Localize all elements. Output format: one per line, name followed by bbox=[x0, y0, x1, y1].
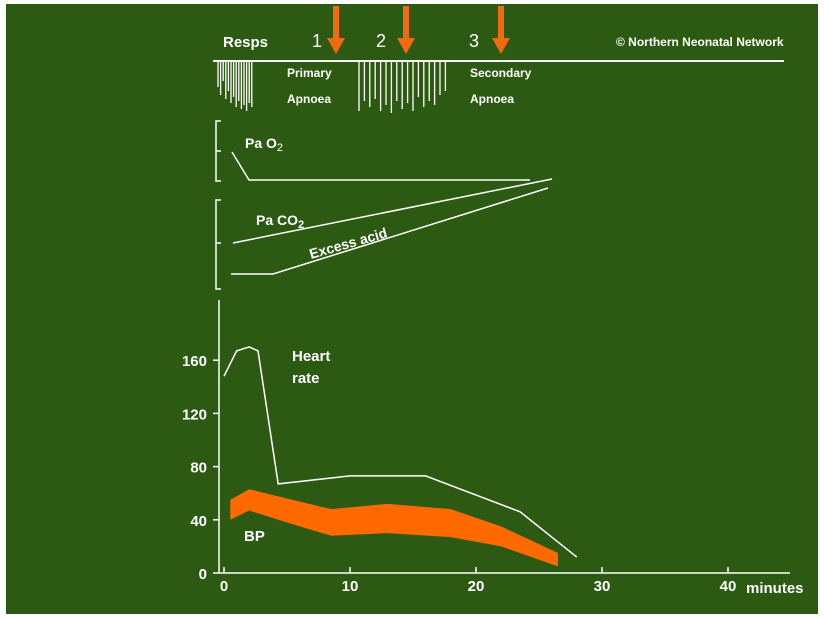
primary-breath-spikes bbox=[217, 61, 253, 111]
bp-label: BP bbox=[244, 528, 265, 545]
arrow-3-shape bbox=[492, 6, 510, 54]
paco2-bracket bbox=[215, 199, 221, 290]
arrow-1-label: 1 bbox=[312, 31, 322, 51]
resps-label: Resps bbox=[223, 34, 268, 51]
arrow-3-label: 3 bbox=[469, 31, 479, 51]
x-tick-label: 40 bbox=[720, 578, 737, 595]
excess-acid-line bbox=[231, 187, 549, 275]
arrow-3: 3 bbox=[469, 6, 510, 54]
heart-rate-label-line2: rate bbox=[292, 370, 320, 387]
pao2-label-main: Pa O bbox=[245, 135, 277, 151]
paco2-label-main: Pa CO bbox=[256, 212, 298, 228]
x-tick-label: 30 bbox=[594, 578, 611, 595]
arrow-2-label: 2 bbox=[376, 31, 386, 51]
x-axis-label: minutes bbox=[746, 580, 804, 597]
main-chart: 0 40 80 120 160 0 10 20 30 40 minutes Heart rate… bbox=[182, 300, 804, 597]
x-tick-label: 20 bbox=[468, 578, 485, 595]
y-tick-label: 0 bbox=[199, 566, 207, 583]
resps-section: Resps Primary Apnoea Secondary Apnoea 1 … bbox=[213, 6, 784, 113]
arrow-2: 2 bbox=[376, 6, 415, 54]
secondary-apnoea-line1: Secondary bbox=[470, 66, 532, 80]
pao2-label: Pa O2 bbox=[245, 135, 283, 154]
pao2-section bbox=[215, 120, 530, 182]
y-tick-label: 160 bbox=[182, 353, 207, 370]
pao2-line bbox=[231, 151, 530, 181]
y-tick-label: 80 bbox=[190, 460, 207, 477]
paco2-line bbox=[232, 178, 553, 244]
y-ticks: 0 40 80 120 160 bbox=[182, 353, 219, 583]
x-tick-label: 10 bbox=[342, 578, 359, 595]
x-ticks: 0 10 20 30 40 bbox=[220, 567, 737, 595]
paco2-label: Pa CO2 bbox=[256, 212, 304, 231]
y-tick-label: 120 bbox=[182, 406, 207, 423]
primary-apnoea-line1: Primary bbox=[287, 66, 332, 80]
heart-rate-line bbox=[223, 346, 578, 558]
bp-band bbox=[230, 489, 558, 567]
primary-apnoea-line2: Apnoea bbox=[287, 92, 331, 106]
secondary-apnoea-line2: Apnoea bbox=[470, 92, 514, 106]
gasping-breath-spikes bbox=[358, 61, 447, 113]
arrow-1-shape bbox=[327, 6, 345, 54]
paco2-section bbox=[215, 178, 553, 290]
paco2-label-sub: 2 bbox=[298, 219, 304, 231]
x-tick-label: 0 bbox=[220, 578, 228, 595]
arrow-2-shape bbox=[397, 6, 415, 54]
heart-rate-label-line1: Heart bbox=[292, 348, 330, 365]
arrow-1: 1 bbox=[312, 6, 345, 54]
pao2-label-sub: 2 bbox=[277, 142, 283, 154]
copyright-text: © Northern Neonatal Network bbox=[616, 35, 784, 49]
y-tick-label: 40 bbox=[190, 513, 207, 530]
